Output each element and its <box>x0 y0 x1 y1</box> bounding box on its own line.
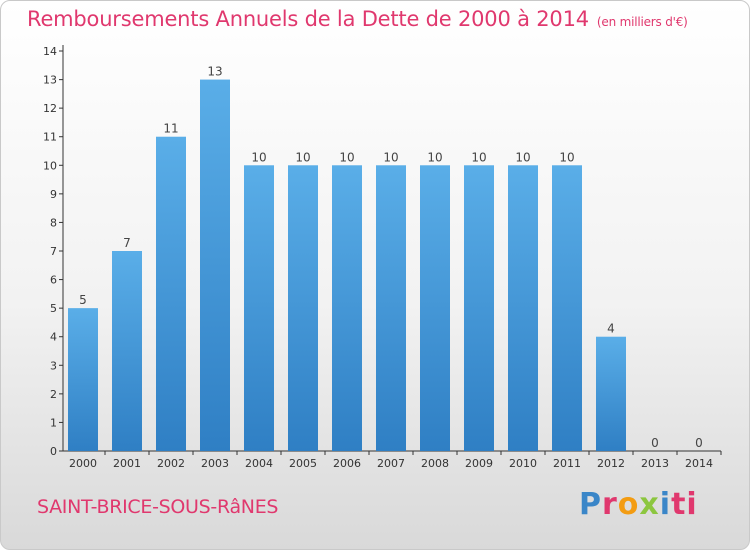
data-label: 10 <box>383 150 398 164</box>
logo-letter: P <box>579 487 602 522</box>
data-label: 0 <box>695 436 703 450</box>
bar <box>420 165 450 452</box>
bar <box>552 165 582 452</box>
logo-letter: x <box>639 487 660 522</box>
data-label: 13 <box>207 65 222 79</box>
bar <box>68 308 98 451</box>
x-tick-label: 2004 <box>245 457 273 470</box>
y-tick-label: 5 <box>50 302 57 315</box>
x-tick-label: 2010 <box>509 457 537 470</box>
y-tick-label: 6 <box>50 274 57 287</box>
x-tick-label: 2002 <box>157 457 185 470</box>
bar <box>156 136 186 451</box>
data-label: 0 <box>651 436 659 450</box>
y-tick-label: 2 <box>50 388 57 401</box>
data-label: 11 <box>163 122 178 136</box>
logo-letter: i <box>659 487 672 522</box>
x-tick-label: 2009 <box>465 457 493 470</box>
x-tick-label: 2001 <box>113 457 141 470</box>
y-tick-label: 11 <box>43 131 57 144</box>
data-label: 10 <box>339 150 354 164</box>
bar <box>464 165 494 452</box>
logo-letter: o <box>617 487 640 522</box>
y-tick-label: 3 <box>50 359 57 372</box>
bar <box>508 165 538 452</box>
y-tick-label: 7 <box>50 245 57 258</box>
x-tick-label: 2007 <box>377 457 405 470</box>
y-tick-label: 9 <box>50 188 57 201</box>
data-label: 10 <box>251 150 266 164</box>
data-label: 5 <box>79 293 87 307</box>
commune-name: SAINT-BRICE-SOUS-RâNES <box>37 496 279 518</box>
y-tick-label: 13 <box>43 74 57 87</box>
data-label: 10 <box>559 150 574 164</box>
x-tick-label: 2006 <box>333 457 361 470</box>
y-tick-label: 8 <box>50 216 57 229</box>
y-tick-label: 4 <box>50 331 57 344</box>
data-label: 10 <box>295 150 310 164</box>
x-tick-label: 2005 <box>289 457 317 470</box>
y-tick-label: 14 <box>43 45 57 58</box>
logo-letter: r <box>602 487 618 522</box>
logo-letter: ti <box>671 487 698 522</box>
bar <box>376 165 406 452</box>
data-label: 10 <box>471 150 486 164</box>
x-tick-label: 2014 <box>685 457 713 470</box>
bar <box>112 251 142 451</box>
x-tick-label: 2012 <box>597 457 625 470</box>
bar <box>596 336 626 451</box>
chart-title-text: Remboursements Annuels de la Dette de 20… <box>27 7 589 31</box>
data-label: 7 <box>123 236 131 250</box>
x-tick-label: 2008 <box>421 457 449 470</box>
chart-unit: (en milliers d'€) <box>596 15 688 29</box>
data-label: 10 <box>427 150 442 164</box>
x-tick-label: 2013 <box>641 457 669 470</box>
y-tick-label: 10 <box>43 159 57 172</box>
bar <box>200 79 230 452</box>
y-tick-label: 0 <box>50 445 57 458</box>
bar <box>332 165 362 452</box>
bar <box>288 165 318 452</box>
y-tick-label: 1 <box>50 416 57 429</box>
bar <box>244 165 274 452</box>
y-tick-label: 12 <box>43 102 57 115</box>
proxiti-logo: Proxiti <box>579 487 698 522</box>
data-label: 10 <box>515 150 530 164</box>
chart-title: Remboursements Annuels de la Dette de 20… <box>27 7 688 31</box>
x-tick-label: 2011 <box>553 457 581 470</box>
x-tick-label: 2000 <box>69 457 97 470</box>
data-label: 4 <box>607 322 615 336</box>
x-tick-label: 2003 <box>201 457 229 470</box>
